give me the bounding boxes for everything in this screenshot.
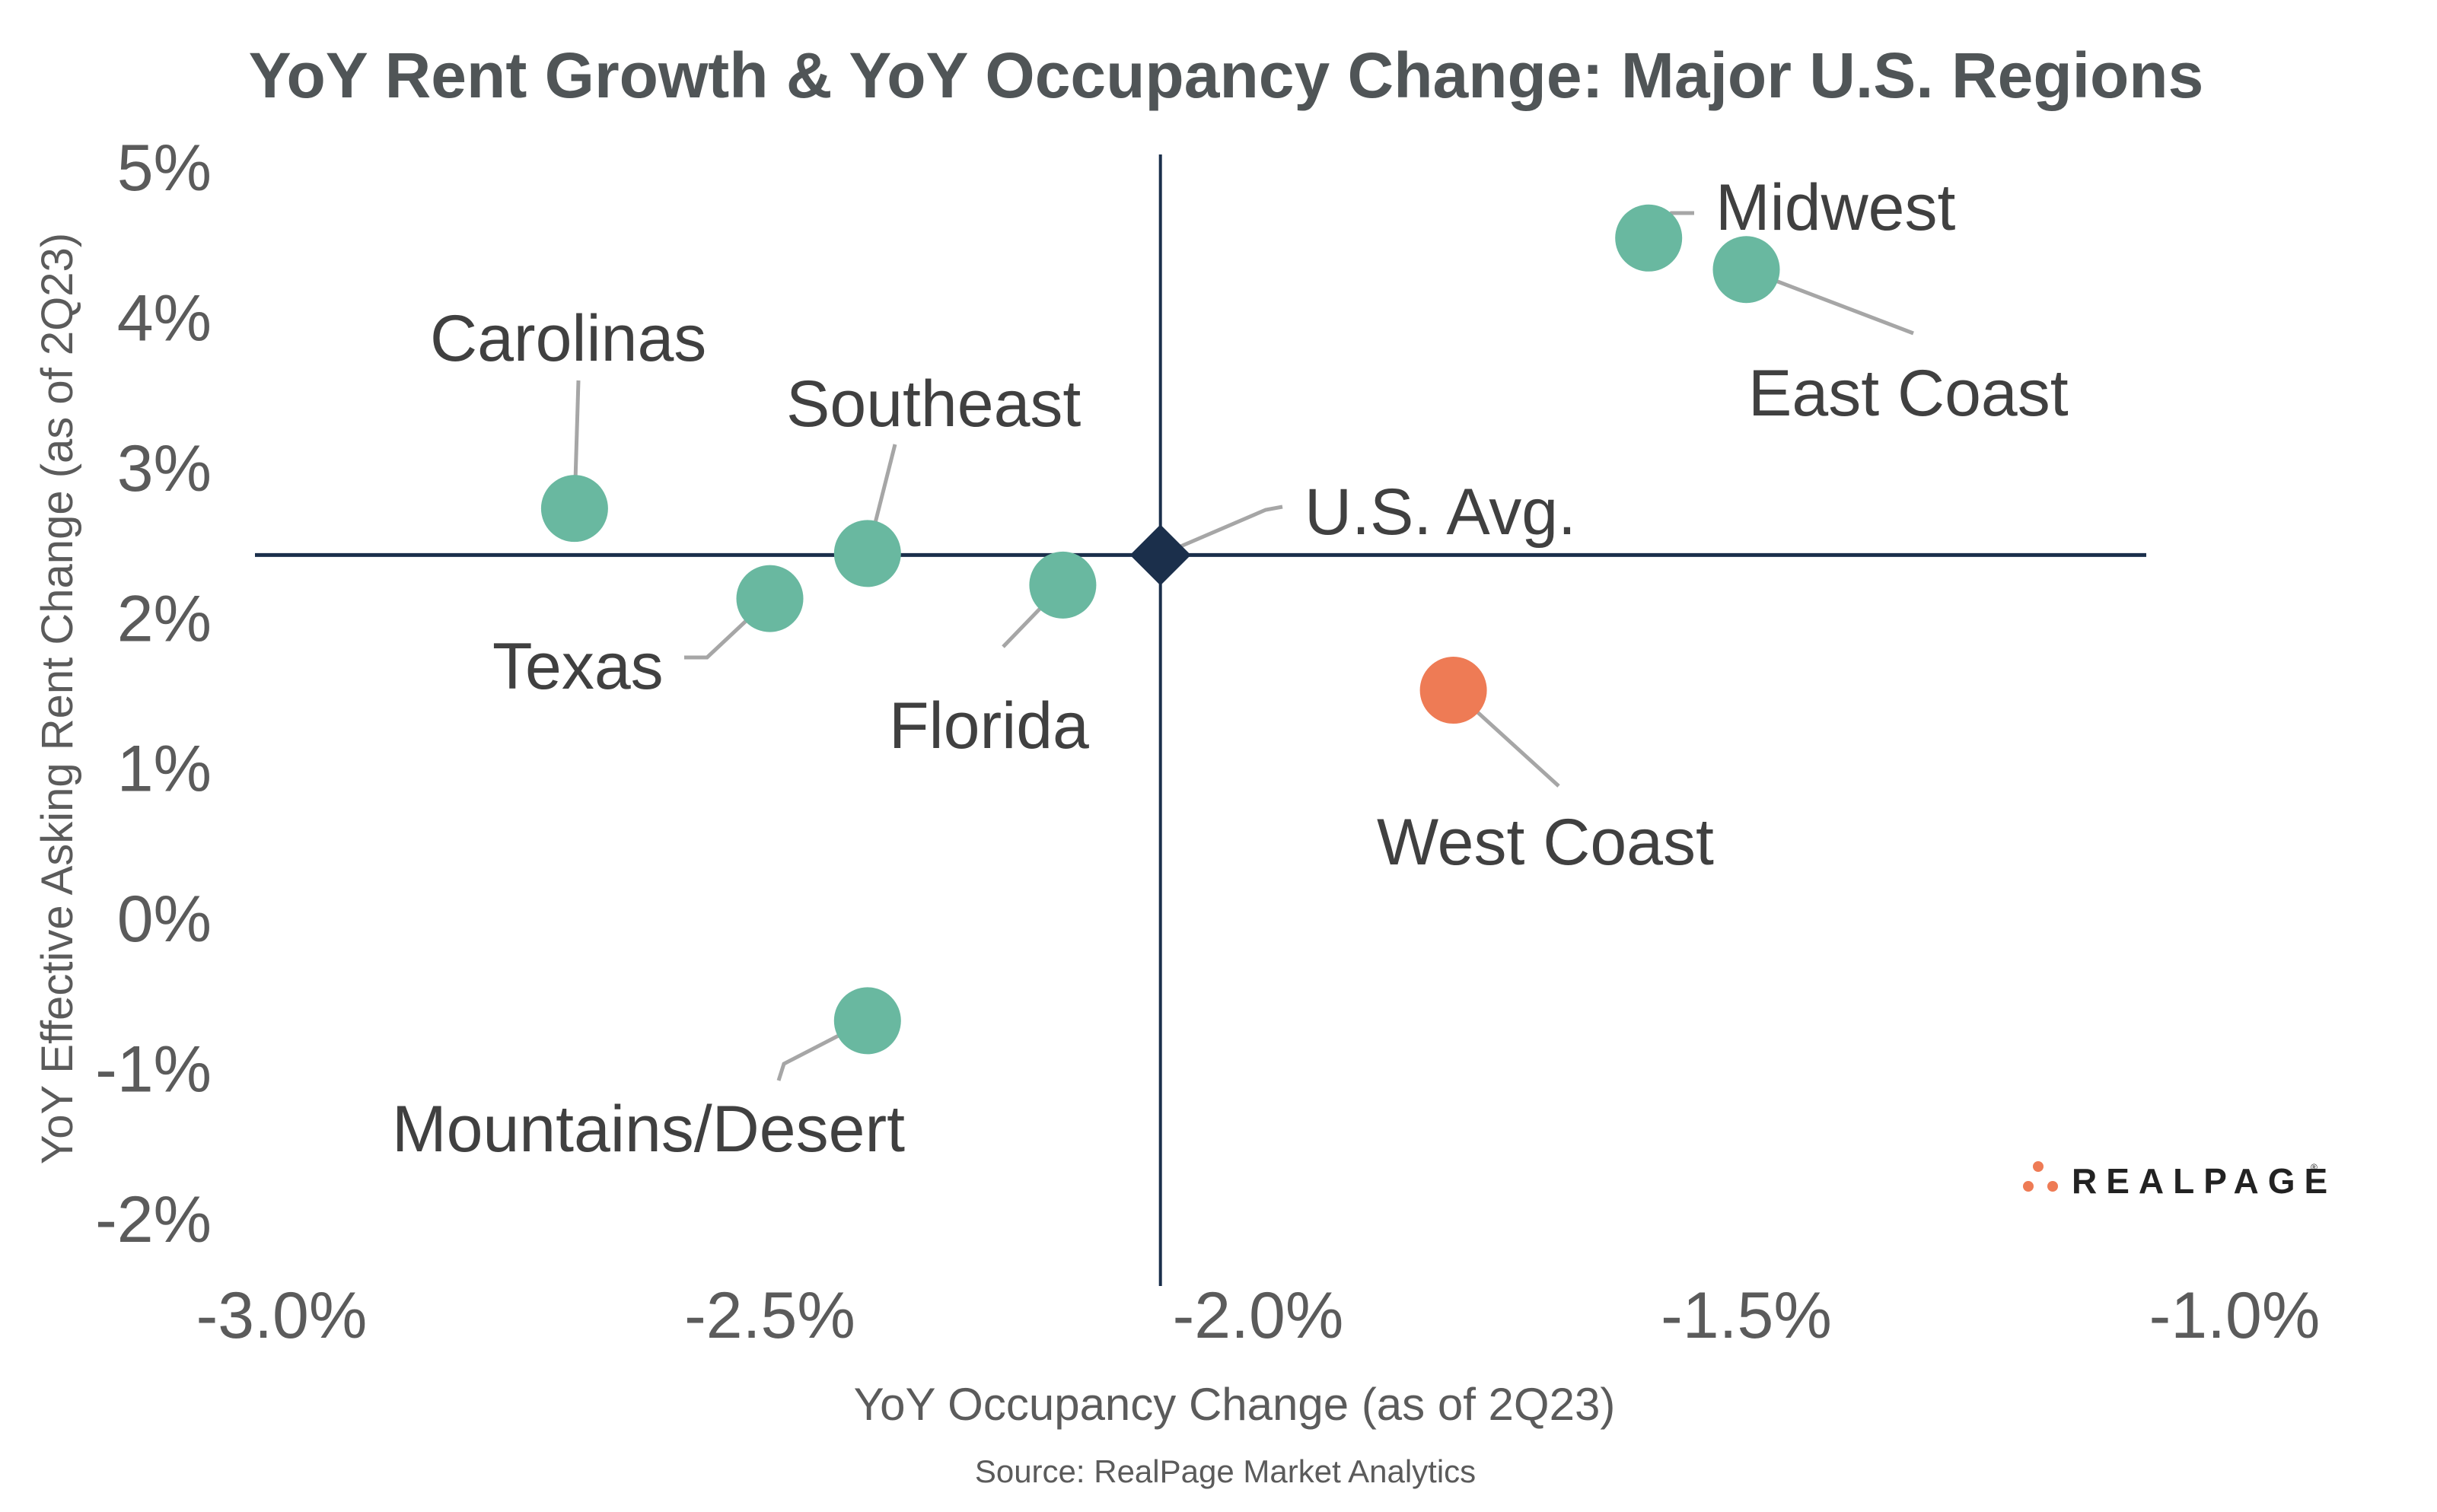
- logo-registered-mark: ®: [2311, 1162, 2318, 1173]
- x-axis-title: YoY Occupancy Change (as of 2Q23): [854, 1379, 1616, 1430]
- label-southeast: Southeast: [786, 368, 1081, 441]
- label-florida: Florida: [889, 689, 1089, 762]
- point-carolinas: [540, 475, 608, 543]
- y-tick-label: -2%: [95, 1183, 212, 1256]
- y-axis-title: YoY Effective Asking Rent Change (as of …: [33, 233, 82, 1164]
- label-u-s-avg: U.S. Avg.: [1305, 476, 1576, 549]
- y-tick-label: 2%: [117, 582, 212, 655]
- x-tick-label: -3.0%: [196, 1279, 368, 1352]
- realpage-logo: REALPAGE ®: [2023, 1161, 2337, 1201]
- logo-dot-top: [2033, 1161, 2044, 1172]
- label-midwest: Midwest: [1715, 171, 1956, 244]
- point-west-coast: [1419, 657, 1487, 724]
- point-texas: [736, 565, 804, 632]
- label-texas: Texas: [492, 630, 664, 703]
- point-midwest: [1615, 204, 1683, 272]
- x-tick-label: -2.5%: [684, 1279, 855, 1352]
- label-mountains-desert: Mountains/Desert: [392, 1093, 905, 1166]
- label-west-coast: West Coast: [1377, 806, 1714, 879]
- chart-title: YoY Rent Growth & YoY Occupancy Change: …: [249, 40, 2204, 111]
- logo-dot-left: [2023, 1181, 2034, 1192]
- y-tick-label: 0%: [117, 883, 212, 956]
- point-east-coast: [1712, 236, 1780, 304]
- y-tick-label: 5%: [117, 132, 212, 205]
- x-tick-label: -1.5%: [1661, 1279, 1832, 1352]
- point-labels: Midwest East Coast Carolinas Southeast Texas…: [392, 171, 2069, 1166]
- x-tick-label: -2.0%: [1173, 1279, 1344, 1352]
- point-mountains-desert: [833, 987, 901, 1055]
- y-tick-labels: 5% 4% 3% 2% 1% 0% -1% -2%: [95, 132, 212, 1256]
- logo-text: REALPAGE: [2072, 1161, 2337, 1201]
- x-tick-labels: -3.0% -2.5% -2.0% -1.5% -1.0%: [196, 1279, 2321, 1352]
- y-tick-label: 3%: [117, 432, 212, 505]
- y-tick-label: 4%: [117, 282, 212, 355]
- label-carolinas: Carolinas: [430, 302, 706, 375]
- logo-dot-right: [2047, 1181, 2058, 1192]
- point-southeast: [833, 520, 901, 587]
- leader-lines: [572, 211, 1914, 1081]
- source-note: Source: RealPage Market Analytics: [975, 1453, 1476, 1489]
- x-tick-label: -1.0%: [2149, 1279, 2321, 1352]
- point-florida: [1029, 551, 1097, 619]
- leader-u-s-avg: [1159, 505, 1283, 557]
- point-u-s-avg: [1129, 524, 1191, 586]
- label-east-coast: East Coast: [1748, 357, 2069, 430]
- y-tick-label: -1%: [95, 1033, 212, 1106]
- y-tick-label: 1%: [117, 733, 212, 806]
- reference-lines: [255, 154, 2146, 1286]
- data-points: [540, 204, 1780, 1055]
